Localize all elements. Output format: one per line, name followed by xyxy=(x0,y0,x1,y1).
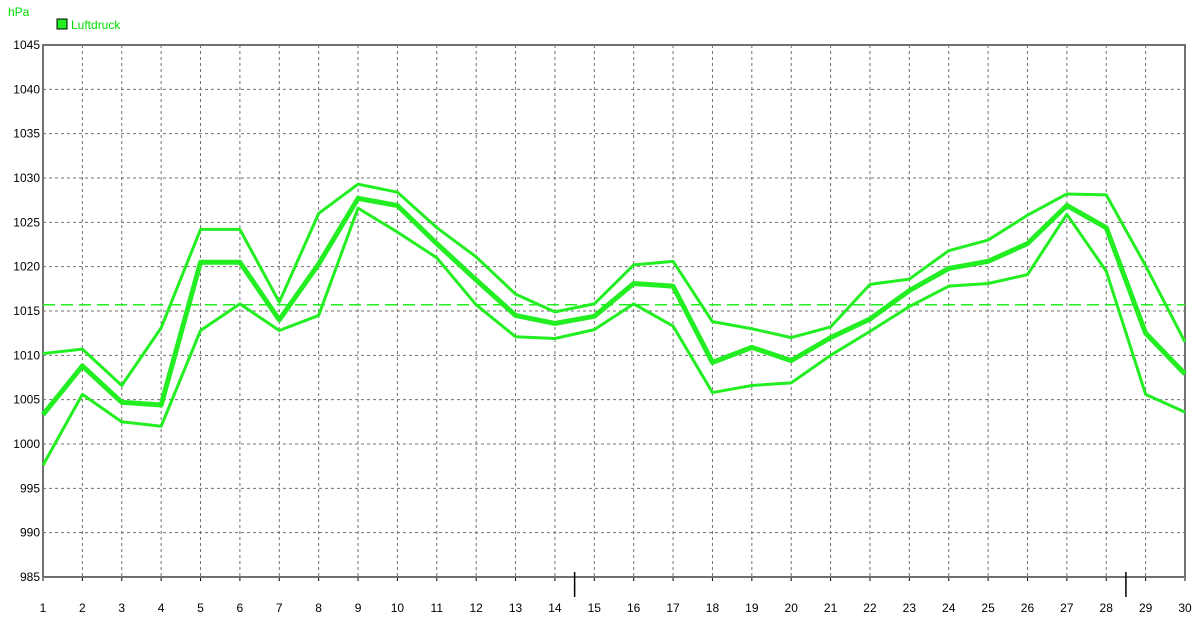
legend-label: Luftdruck xyxy=(71,18,121,32)
x-tick-label: 26 xyxy=(1021,601,1035,615)
y-axis-ticks: 985 990 995 1000 1005 1010 1015 1020 1025 1030 103… xyxy=(13,38,40,584)
x-tick-label: 24 xyxy=(942,601,956,615)
y-tick-label: 1025 xyxy=(13,215,40,229)
x-tick-label: 28 xyxy=(1100,601,1114,615)
y-tick-label: 1005 xyxy=(13,393,40,407)
y-tick-label: 1000 xyxy=(13,437,40,451)
x-tick-label: 11 xyxy=(431,601,444,615)
x-tick-label: 18 xyxy=(706,601,720,615)
x-tick-label: 17 xyxy=(666,601,680,615)
x-tick-label: 27 xyxy=(1060,601,1074,615)
x-tick-label: 1 xyxy=(40,601,47,615)
x-tick-label: 15 xyxy=(588,601,602,615)
x-tick-label: 8 xyxy=(315,601,322,615)
x-tick-label: 2 xyxy=(79,601,86,615)
x-tick-label: 4 xyxy=(158,601,165,615)
y-axis-unit: hPa xyxy=(8,5,30,19)
plot-border xyxy=(42,44,1186,578)
x-tick-label: 19 xyxy=(745,601,759,615)
plot-frame xyxy=(42,44,1186,578)
x-tick-label: 9 xyxy=(355,601,362,615)
x-tick-label: 30 xyxy=(1178,601,1192,615)
grid xyxy=(43,45,1185,577)
y-tick-label: 1040 xyxy=(13,82,40,96)
x-tick-label: 13 xyxy=(509,601,523,615)
series-group xyxy=(41,182,1187,467)
x-tick-label: 20 xyxy=(785,601,799,615)
x-tick-label: 14 xyxy=(548,601,562,615)
y-tick-label: 1015 xyxy=(13,304,40,318)
series-max-line xyxy=(42,182,1187,387)
x-tick-label: 21 xyxy=(824,601,838,615)
x-tick-label: 6 xyxy=(237,601,244,615)
series-min-line xyxy=(41,206,1186,467)
y-tick-label: 1035 xyxy=(13,127,40,141)
x-tick-label: 25 xyxy=(981,601,995,615)
x-tick-label: 7 xyxy=(276,601,283,615)
x-tick-label: 12 xyxy=(469,601,483,615)
legend-swatch xyxy=(56,18,68,30)
x-tick-label: 22 xyxy=(863,601,877,615)
y-tick-label: 985 xyxy=(20,570,40,584)
x-tick-label: 3 xyxy=(118,601,125,615)
x-tick-label: 23 xyxy=(903,601,917,615)
y-tick-label: 990 xyxy=(20,526,40,540)
x-tick-label: 5 xyxy=(197,601,204,615)
x-tick-label: 29 xyxy=(1139,601,1153,615)
axis-markers xyxy=(573,572,1127,597)
y-tick-label: 995 xyxy=(20,481,40,495)
x-axis-ticks: 1 2 3 4 5 6 7 8 9 10 11 12 13 14 15 16 17 18 19 20 21 22 23 24 2… xyxy=(40,577,1192,615)
y-tick-label: 1020 xyxy=(13,260,40,274)
y-tick-label: 1010 xyxy=(13,348,40,362)
y-tick-label: 1030 xyxy=(13,171,40,185)
x-tick-label: 10 xyxy=(391,601,405,615)
y-tick-label: 1045 xyxy=(13,38,40,52)
series-mean-line xyxy=(41,195,1187,417)
x-tick-label: 16 xyxy=(627,601,641,615)
